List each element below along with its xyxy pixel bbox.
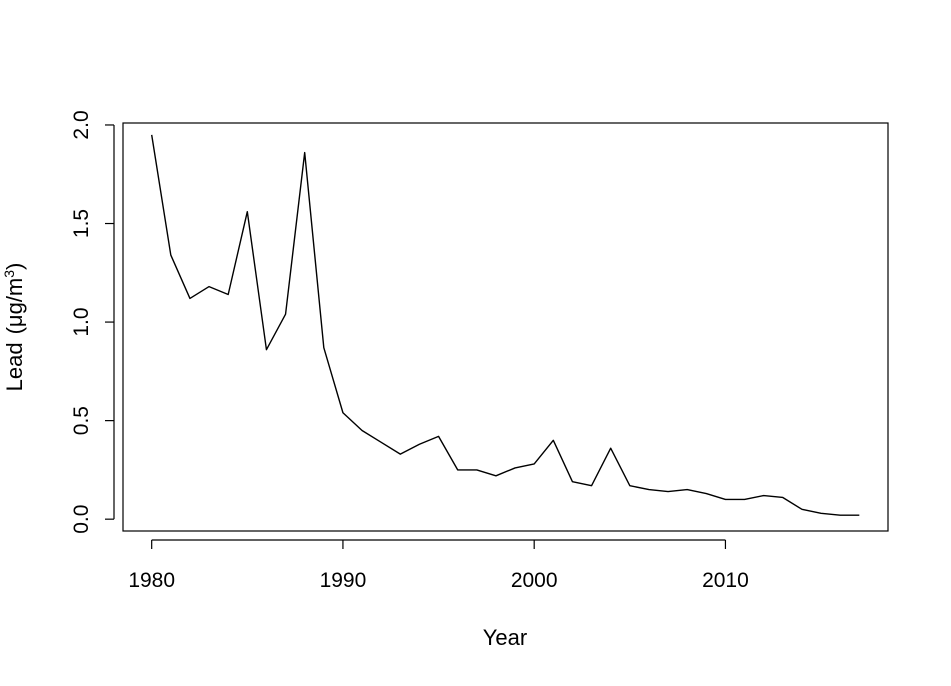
- y-axis-title: Lead (μg/m3): [1, 263, 27, 392]
- y-tick-label: 2.0: [70, 110, 93, 139]
- x-axis-title: Year: [483, 625, 527, 650]
- x-tick-label: 1980: [128, 569, 175, 592]
- y-axis-title-quantity: Lead: [2, 342, 27, 391]
- y-tick-label: 1.0: [70, 307, 93, 336]
- y-axis-title-unit-close: ): [2, 263, 27, 270]
- plot-frame: [122, 122, 889, 532]
- x-tick-label: 1990: [320, 569, 367, 592]
- y-tick-label: 0.0: [70, 505, 93, 534]
- lead-series-line: [150, 134, 860, 516]
- y-tick-label: 1.5: [70, 209, 93, 238]
- y-tick-label: 0.5: [70, 406, 93, 435]
- y-axis: 0.0 0.5 1.0 1.5 2.0: [70, 110, 115, 534]
- y-axis-title-unit-sup: 3: [1, 270, 17, 278]
- x-tick-label: 2000: [511, 569, 558, 592]
- x-tick-label: 2010: [702, 569, 749, 592]
- x-axis: 1980 1990 2000 2010: [128, 539, 749, 592]
- y-axis-title-unit-open: (μg/m: [2, 278, 27, 335]
